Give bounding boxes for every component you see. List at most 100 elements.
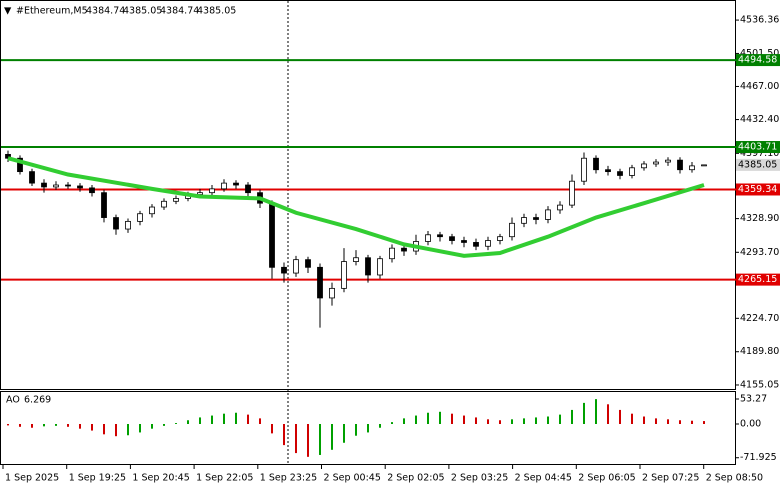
candle-body xyxy=(305,259,311,268)
x-tick-label: 2 Sep 03:25 xyxy=(451,473,508,484)
last-open: 4384.74 xyxy=(86,6,125,17)
x-tick-label: 2 Sep 00:45 xyxy=(324,473,381,484)
candle-body xyxy=(677,159,683,171)
x-tick-label: 1 Sep 20:45 xyxy=(132,473,189,484)
candle-body xyxy=(689,165,695,171)
candle-body xyxy=(161,200,167,208)
x-tick-label: 2 Sep 07:25 xyxy=(642,473,699,484)
candle-body xyxy=(173,198,179,202)
y-tick-label: 4467.00 xyxy=(740,81,779,92)
candle-body xyxy=(485,240,491,247)
candle-body xyxy=(293,259,299,274)
candle-body xyxy=(533,217,539,220)
candle-body xyxy=(341,261,347,289)
level-label: 4359.34 xyxy=(738,184,777,195)
y-tick-label: 4397.10 xyxy=(740,148,779,159)
last-low: 4384.74 xyxy=(160,6,199,17)
candle-body xyxy=(569,180,575,206)
candle-body xyxy=(473,242,479,247)
level-label: 4265.15 xyxy=(738,274,777,285)
y-tick-label: 4536.36 xyxy=(740,15,779,26)
level-label: 4494.58 xyxy=(738,55,777,66)
price-frame xyxy=(0,0,736,390)
candle-body xyxy=(389,247,395,260)
candle-body xyxy=(605,169,611,173)
candle-body xyxy=(329,287,335,299)
indicator-tick-label: 53.27 xyxy=(740,394,767,405)
candle-body xyxy=(125,220,131,230)
candle-body xyxy=(113,217,119,230)
candle-body xyxy=(701,164,707,167)
last-high: 4385.05 xyxy=(123,6,162,17)
candle-body xyxy=(53,184,59,188)
candle-body xyxy=(245,184,251,194)
x-tick-label: 1 Sep 22:05 xyxy=(196,473,253,484)
moving-average xyxy=(7,156,705,258)
candle-body xyxy=(521,217,527,224)
candle-body xyxy=(41,182,47,188)
y-tick-label: 4293.70 xyxy=(740,247,779,258)
level-label-box xyxy=(736,183,780,196)
candle-body xyxy=(137,213,143,222)
candle-body xyxy=(665,159,671,163)
candle-body xyxy=(593,157,599,171)
candle-body xyxy=(425,234,431,242)
candle-body xyxy=(149,206,155,215)
y-tick-label: 4224.70 xyxy=(740,313,779,324)
last-close: 4385.05 xyxy=(197,6,236,17)
candle-body xyxy=(461,240,467,243)
x-tick-label: 2 Sep 02:05 xyxy=(387,473,444,484)
candle-body xyxy=(557,204,563,211)
candle-body xyxy=(641,163,647,169)
candle-body xyxy=(629,167,635,176)
candle-body xyxy=(233,182,239,186)
candle-body xyxy=(365,257,371,276)
current-price-label: 4385.05 xyxy=(738,159,777,170)
y-tick-label: 4155.05 xyxy=(740,379,779,390)
candle-body xyxy=(77,185,83,189)
candle-body xyxy=(449,236,455,241)
indicator-frame xyxy=(0,391,736,465)
indicator-tick-label: -71.925 xyxy=(740,452,777,463)
candle-body xyxy=(65,184,71,187)
level-label-box xyxy=(736,141,780,154)
level-label: 4403.71 xyxy=(738,142,777,153)
collapse-icon: ▼ xyxy=(4,6,12,17)
current-price-box xyxy=(736,158,780,171)
candle-body xyxy=(269,202,275,268)
indicator-tick-label: 0.00 xyxy=(740,418,761,429)
level-label-box xyxy=(736,273,780,286)
candle-body xyxy=(29,171,35,184)
candle-body xyxy=(17,157,23,173)
candle-body xyxy=(353,257,359,262)
y-tick-label: 4501.50 xyxy=(740,48,779,59)
candle-body xyxy=(377,258,383,276)
level-label-box xyxy=(736,54,780,67)
indicator-name: AO xyxy=(6,395,20,406)
y-tick-label: 4328.90 xyxy=(740,213,779,224)
x-tick-label: 1 Sep 2025 xyxy=(5,473,59,484)
candle-body xyxy=(545,209,551,220)
candle-body xyxy=(209,188,215,194)
x-tick-label: 2 Sep 06:05 xyxy=(578,473,635,484)
indicator-value: 6.269 xyxy=(24,395,51,406)
candle-body xyxy=(89,187,95,194)
candle-body xyxy=(221,182,227,190)
candle-body xyxy=(653,161,659,165)
candle-body xyxy=(401,247,407,252)
candle-body xyxy=(281,266,287,274)
x-tick-label: 1 Sep 19:25 xyxy=(69,473,126,484)
candle-body xyxy=(509,222,515,238)
x-tick-label: 2 Sep 04:45 xyxy=(515,473,572,484)
candle-body xyxy=(101,192,107,218)
x-tick-label: 1 Sep 23:25 xyxy=(260,473,317,484)
x-tick-label: 2 Sep 08:50 xyxy=(706,473,763,484)
candle-body xyxy=(581,157,587,182)
candle-body xyxy=(317,266,323,299)
chart-title: #Ethereum,M5 xyxy=(16,6,88,17)
y-tick-label: 4432.40 xyxy=(740,114,779,125)
candle-body xyxy=(617,171,623,176)
candle-body xyxy=(497,236,503,241)
